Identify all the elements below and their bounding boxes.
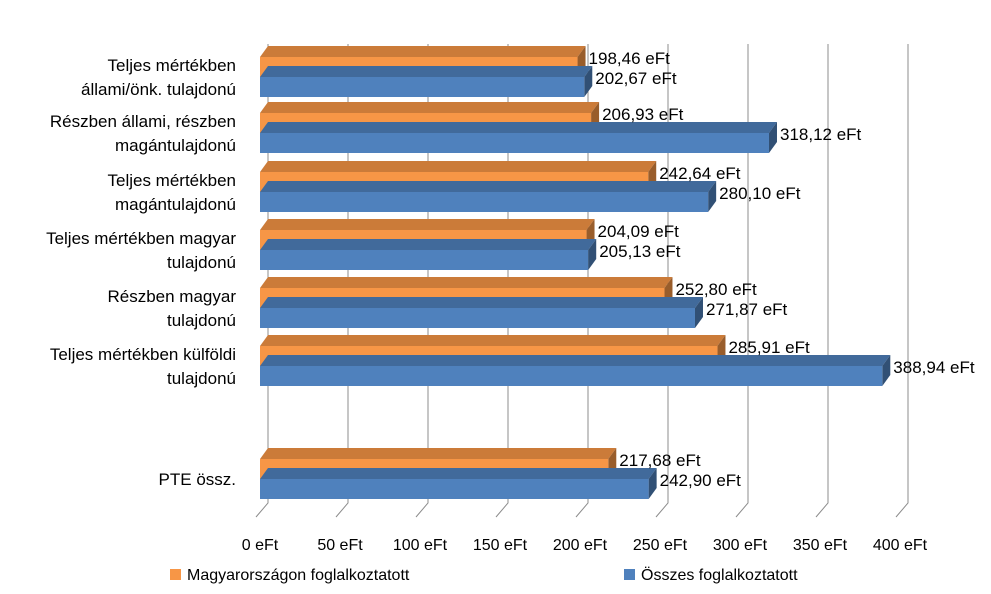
x-tick-label: 0 eFt bbox=[242, 537, 279, 554]
bar-top-face bbox=[260, 239, 597, 250]
bar bbox=[260, 479, 649, 499]
data-label: 202,67 eFt bbox=[595, 69, 677, 88]
bars bbox=[260, 46, 891, 499]
x-tick-label: 200 eFt bbox=[553, 537, 608, 554]
data-label: 206,93 eFt bbox=[602, 105, 684, 124]
bar-top-face bbox=[260, 448, 617, 459]
x-tick-label: 150 eFt bbox=[473, 537, 528, 554]
category-label: Részben állami, részben bbox=[50, 112, 236, 131]
x-axis-tick-labels: 0 eFt 50 eFt 100 eFt 150 eFt 200 eFt 250 eFt 3… bbox=[242, 537, 928, 554]
bar-side-face bbox=[694, 297, 703, 328]
bar-top-face bbox=[260, 297, 703, 308]
bar-side-face bbox=[768, 122, 777, 153]
category-label: Teljes mértékben magyar bbox=[46, 229, 236, 248]
category-label: állami/önk. tulajdonú bbox=[81, 80, 236, 99]
category-label: magántulajdonú bbox=[115, 195, 236, 214]
bar bbox=[260, 308, 695, 328]
data-label: 205,13 eFt bbox=[599, 242, 681, 261]
x-tick-label: 350 eFt bbox=[793, 537, 848, 554]
bar-side-face bbox=[882, 355, 891, 386]
gridlines bbox=[255, 44, 909, 518]
bar-top-face bbox=[260, 161, 657, 172]
category-label: Teljes mértékben bbox=[107, 171, 236, 190]
legend-label: Magyarországon foglalkoztatott bbox=[187, 567, 410, 584]
bar-top-face bbox=[260, 181, 717, 192]
x-tick-label: 250 eFt bbox=[633, 537, 688, 554]
x-tick-label: 400 eFt bbox=[873, 537, 928, 554]
data-label: 204,09 eFt bbox=[598, 222, 680, 241]
data-label: 388,94 eFt bbox=[893, 358, 975, 377]
bar-side-face bbox=[708, 181, 717, 212]
bar-top-face bbox=[260, 102, 600, 113]
category-label: Teljes mértékben külföldi bbox=[50, 345, 236, 364]
bar-side-face bbox=[648, 468, 657, 499]
bar bbox=[260, 77, 585, 97]
category-label: magántulajdonú bbox=[115, 136, 236, 155]
data-label: 285,91 eFt bbox=[728, 338, 810, 357]
category-labels: Teljes mértékben állami/önk. tulajdonú Rés… bbox=[46, 56, 236, 489]
data-label: 318,12 eFt bbox=[780, 125, 862, 144]
category-label: tulajdonú bbox=[167, 253, 236, 272]
data-label: 198,46 eFt bbox=[589, 49, 671, 68]
bar-top-face bbox=[260, 122, 777, 133]
bar-top-face bbox=[260, 355, 891, 366]
legend-swatch bbox=[170, 569, 181, 580]
data-label: 280,10 eFt bbox=[719, 184, 801, 203]
data-label: 217,68 eFt bbox=[619, 451, 701, 470]
legend-swatch bbox=[624, 569, 635, 580]
bar-top-face bbox=[260, 335, 726, 346]
gridline bbox=[735, 44, 749, 518]
category-label: Teljes mértékben bbox=[107, 56, 236, 75]
bar-side-face bbox=[588, 239, 597, 270]
data-label: 242,90 eFt bbox=[660, 471, 742, 490]
bar bbox=[260, 366, 883, 386]
x-tick-label: 300 eFt bbox=[713, 537, 768, 554]
category-label: tulajdonú bbox=[167, 311, 236, 330]
data-label: 271,87 eFt bbox=[706, 300, 788, 319]
gridline bbox=[895, 44, 909, 518]
bar bbox=[260, 133, 769, 153]
gridline bbox=[815, 44, 829, 518]
category-label: tulajdonú bbox=[167, 369, 236, 388]
data-label: 242,64 eFt bbox=[659, 164, 741, 183]
bar bbox=[260, 192, 709, 212]
data-label: 252,80 eFt bbox=[675, 280, 757, 299]
category-label: Részben magyar bbox=[107, 287, 236, 306]
bar-top-face bbox=[260, 219, 595, 230]
bar bbox=[260, 250, 589, 270]
bar-top-face bbox=[260, 66, 593, 77]
bar-top-face bbox=[260, 46, 586, 57]
legend-label: Összes foglalkoztatott bbox=[641, 566, 798, 584]
bar-top-face bbox=[260, 277, 673, 288]
x-tick-label: 50 eFt bbox=[317, 537, 363, 554]
category-label: PTE össz. bbox=[159, 470, 236, 489]
legend: Magyarországon foglalkoztatott Összes fog… bbox=[170, 566, 798, 584]
bar-side-face bbox=[584, 66, 593, 97]
bar-top-face bbox=[260, 468, 657, 479]
x-tick-label: 100 eFt bbox=[393, 537, 448, 554]
